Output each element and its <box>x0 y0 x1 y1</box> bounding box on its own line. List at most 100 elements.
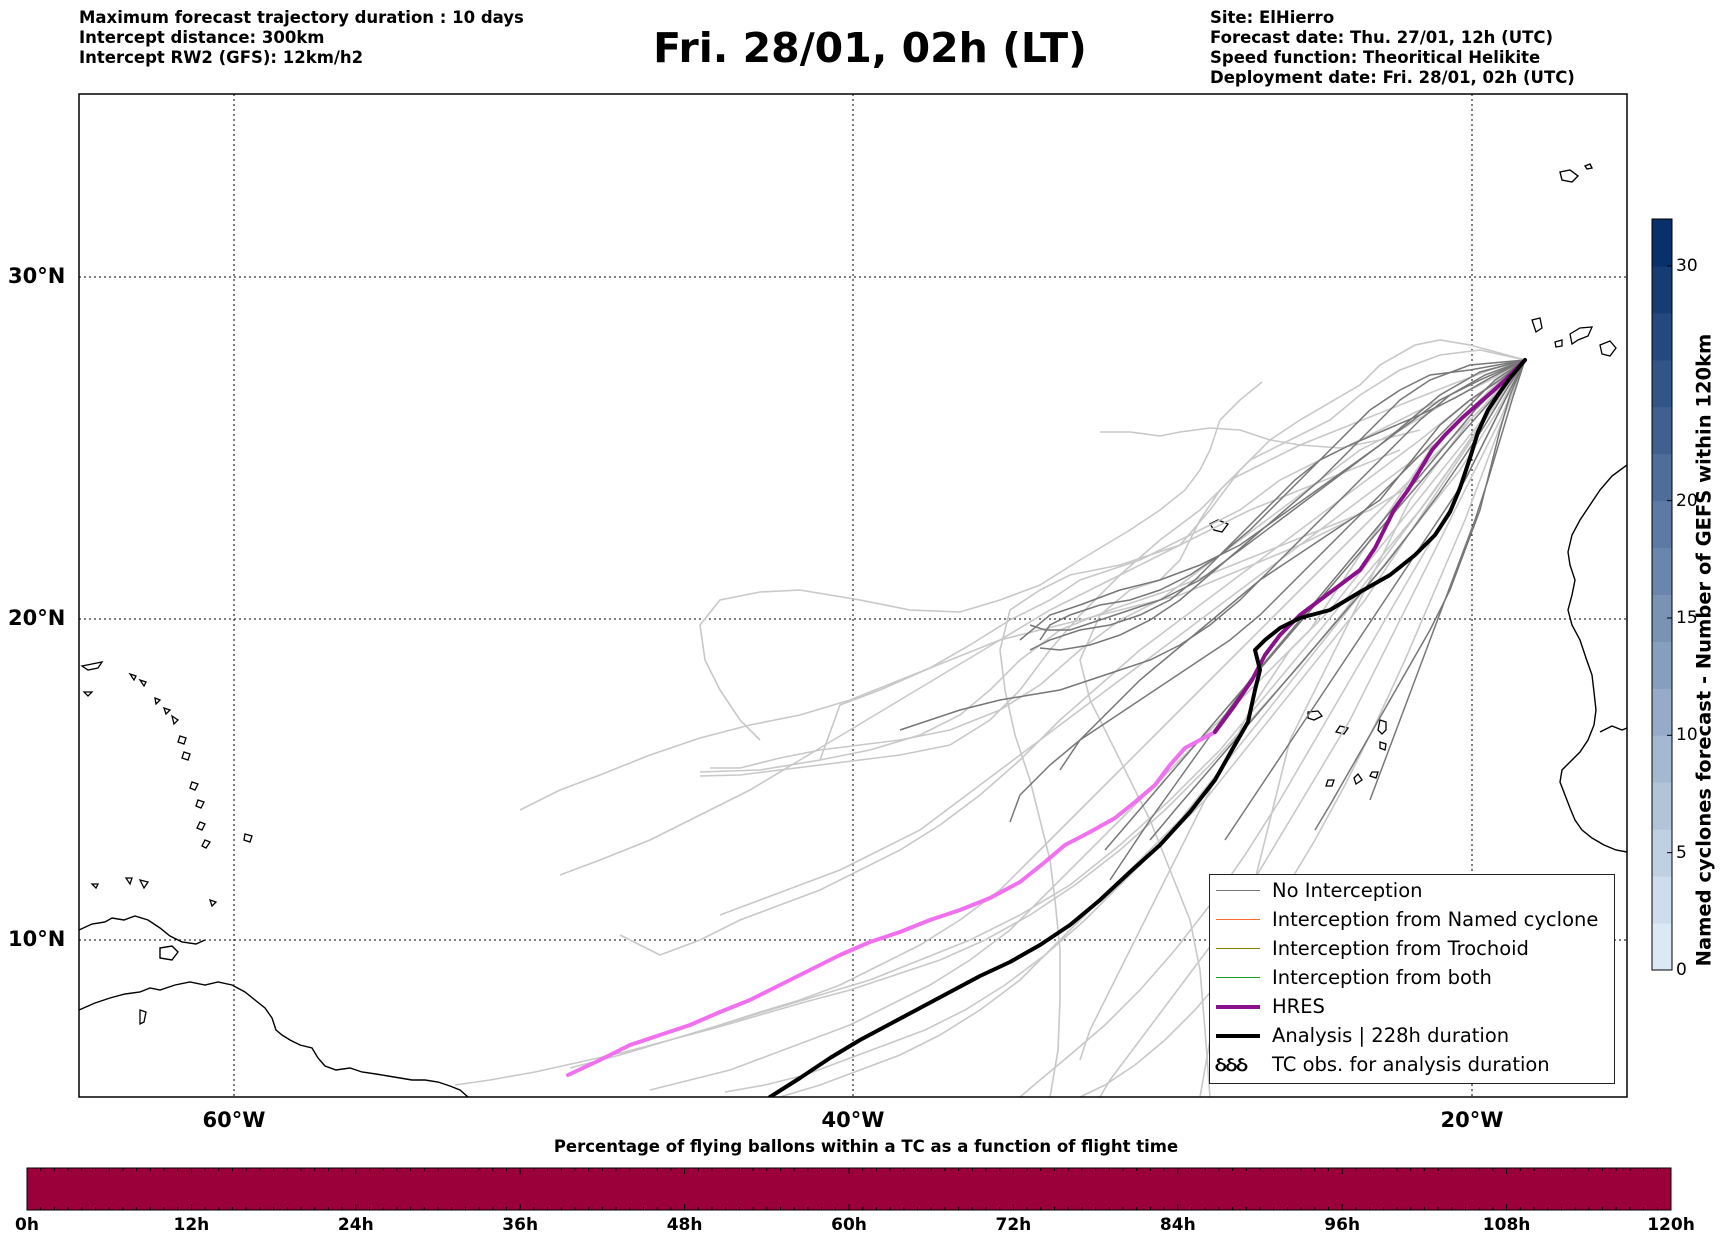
trajectory-gray-4 <box>1029 359 1526 631</box>
hres-trajectory-faded <box>566 730 1217 1077</box>
island-caribbean-13 <box>201 839 211 849</box>
flight-time-tick-label: 48h <box>666 1215 703 1235</box>
max-duration-text: Maximum forecast trajectory duration : 1… <box>79 8 524 27</box>
legend-swatch <box>1216 977 1260 978</box>
island-trinidad-small <box>139 1009 147 1026</box>
colorbar-step <box>1652 453 1672 502</box>
lat-label-10n: 10°N <box>8 927 66 951</box>
coastlines <box>79 163 1627 1097</box>
flight-time-tick-label: 84h <box>1159 1215 1196 1235</box>
legend-swatch <box>1216 919 1260 920</box>
legend-swatch <box>1216 1005 1260 1009</box>
island-canary-3 <box>1569 326 1594 346</box>
lon-label-40w: 40°W <box>821 1108 885 1132</box>
intercept-distance-text: Intercept distance: 300km <box>79 28 325 47</box>
legend-item-tc-obs: ઠઠઠ TC obs. for analysis duration <box>1210 1051 1614 1080</box>
trajectory-gray-11 <box>1369 359 1526 801</box>
flight-time-colorbar <box>26 1167 1672 1211</box>
site-info: Site: ElHierro Forecast date: Thu. 27/01… <box>1210 8 1575 88</box>
island-curacao <box>90 883 100 890</box>
island-cape-verde-3 <box>1377 719 1387 735</box>
colorbar-step <box>1652 406 1672 455</box>
faded-trajectory-4 <box>710 359 1526 769</box>
hres-trajectory <box>566 358 1527 1077</box>
legend-swatch <box>1216 890 1260 891</box>
cyclone-symbol-icon: ઠઠઠ <box>1215 1052 1248 1076</box>
island-cape-verde-1 <box>1307 710 1324 721</box>
site-text: Site: ElHierro <box>1210 8 1335 27</box>
colorbar-step <box>1652 219 1672 267</box>
colorbar-label: Named cyclones forecast - Number of GEFS… <box>1692 333 1716 967</box>
map-frame <box>78 93 1628 1098</box>
deployment-date-text: Deployment date: Fri. 28/01, 02h (UTC) <box>1210 68 1575 87</box>
colorbar-tick-label: 30 <box>1676 255 1698 276</box>
faded-trajectories <box>454 339 1526 1097</box>
island-caribbean-12 <box>196 821 206 831</box>
legend-item-analysis: Analysis | 228h duration <box>1210 1022 1614 1051</box>
flight-time-tick-label: 24h <box>337 1215 374 1235</box>
faded-trajectory-14 <box>719 359 1526 1026</box>
intercept-rw2-text: Intercept RW2 (GFS): 12km/h2 <box>79 48 364 67</box>
legend-label: No Interception <box>1272 879 1423 902</box>
forecast-date-text: Forecast date: Thu. 27/01, 12h (UTC) <box>1210 28 1554 47</box>
flight-time-tick-label: 120h <box>1647 1215 1695 1235</box>
faded-trajectory-18 <box>724 359 1526 1093</box>
legend-label: Interception from Trochoid <box>1272 937 1529 960</box>
coastline-south-america <box>79 981 469 1097</box>
island-caribbean-3 <box>128 672 137 682</box>
faded-trajectory-21 <box>569 359 1526 1069</box>
colorbar-step <box>1652 876 1672 924</box>
legend-item-no-interception: No Interception <box>1210 877 1614 906</box>
flight-time-tick-label: 72h <box>995 1215 1032 1235</box>
faded-trajectory-23 <box>559 449 1401 876</box>
island-canary-2 <box>1554 339 1563 348</box>
flight-time-tick-label: 0h <box>15 1215 39 1235</box>
island-caribbean-8 <box>177 735 187 745</box>
flight-time-tick-label: 12h <box>173 1215 210 1235</box>
island-canary-4 <box>1599 340 1617 357</box>
faded-trajectory-20 <box>454 359 1526 1086</box>
colorbar-step <box>1652 688 1672 736</box>
colorbar-step <box>1652 265 1672 314</box>
speed-function-text: Speed function: Theoritical Helikite <box>1210 48 1541 67</box>
legend-item-named-cyclone: Interception from Named cyclone <box>1210 906 1614 935</box>
map-legend: No Interception Interception from Named … <box>1209 874 1615 1084</box>
faded-trajectory-17 <box>1099 359 1526 1097</box>
trajectory-gray-2 <box>1039 359 1526 651</box>
trajectory-gray-1 <box>1019 359 1526 641</box>
flight-time-caption: Percentage of flying ballons within a TC… <box>553 1137 1179 1156</box>
island-cape-verde-4 <box>1379 741 1387 751</box>
colorbar-step <box>1652 829 1672 877</box>
island-tobago <box>124 877 133 886</box>
faded-trajectory-10 <box>519 519 1351 811</box>
legend-item-trochoid: Interception from Trochoid <box>1210 935 1614 964</box>
island-barbados <box>208 898 218 908</box>
legend-label: Interception from both <box>1272 966 1492 989</box>
legend-label: HRES <box>1272 995 1325 1018</box>
faded-trajectory-8 <box>1079 359 1526 1061</box>
faded-trajectory-13 <box>619 359 1526 956</box>
forecast-parameters: Maximum forecast trajectory duration : 1… <box>79 8 524 68</box>
colorbar-tick-label: 5 <box>1676 842 1687 863</box>
island-canary-1 <box>1531 317 1543 334</box>
colorbar-step <box>1652 312 1672 361</box>
hres-trajectory-main <box>1213 358 1527 734</box>
island-caribbean-7 <box>170 714 180 726</box>
trajectory-gray-10 <box>1029 359 1526 651</box>
named-cyclones-colorbar <box>1651 218 1673 971</box>
legend-item-hres: HRES <box>1210 993 1614 1022</box>
colorbar-tick-label: 15 <box>1676 607 1698 628</box>
legend-swatch <box>1216 1034 1260 1038</box>
colorbar-step <box>1652 923 1672 971</box>
legend-label: Interception from Named cyclone <box>1272 908 1599 931</box>
lat-label-30n: 30°N <box>8 264 66 288</box>
faded-trajectory-7 <box>699 381 1263 741</box>
legend-swatch <box>1216 948 1260 949</box>
island-caribbean-10 <box>189 781 199 791</box>
island-guadeloupe <box>243 833 253 843</box>
flight-time-tick-label: 108h <box>1482 1215 1531 1235</box>
coastline-senegal-detail <box>1599 725 1627 733</box>
flight-time-colorbar-ticks <box>26 1168 1672 1210</box>
no-interception-trajectories <box>899 359 1526 881</box>
faded-trajectory-6 <box>819 359 1526 761</box>
